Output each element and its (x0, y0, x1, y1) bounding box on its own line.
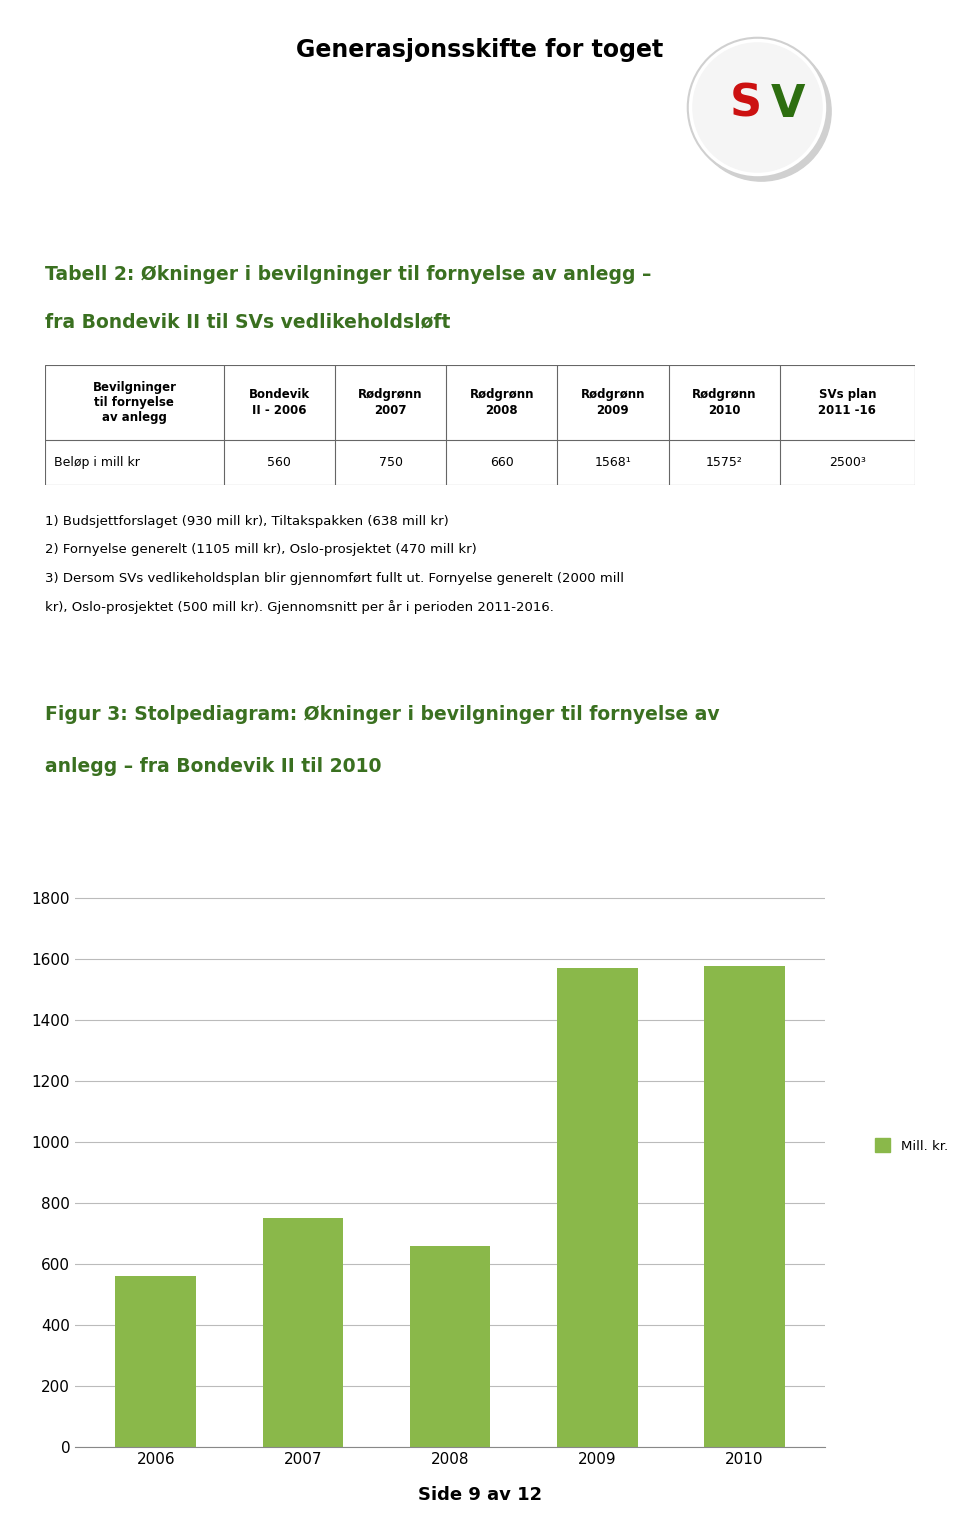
Text: Beløp i mill kr: Beløp i mill kr (54, 457, 139, 469)
Text: 750: 750 (378, 457, 402, 469)
Text: 1568¹: 1568¹ (594, 457, 632, 469)
Text: 560: 560 (268, 457, 291, 469)
Circle shape (691, 41, 831, 181)
Text: 1) Budsjettforslaget (930 mill kr), Tiltakspakken (638 mill kr): 1) Budsjettforslaget (930 mill kr), Tilt… (45, 514, 448, 528)
Text: S: S (730, 83, 762, 126)
Text: Rødgrønn
2008: Rødgrønn 2008 (469, 388, 534, 417)
Text: 2500³: 2500³ (828, 457, 866, 469)
Text: Tabell 2: Økninger i bevilgninger til fornyelse av anlegg –: Tabell 2: Økninger i bevilgninger til fo… (45, 265, 652, 284)
Bar (262, 1218, 344, 1447)
Text: SVs plan
2011 -16: SVs plan 2011 -16 (818, 388, 876, 417)
Text: Side 9 av 12: Side 9 av 12 (418, 1487, 542, 1503)
Text: Rødgrønn
2007: Rødgrønn 2007 (358, 388, 422, 417)
Text: V: V (771, 83, 805, 126)
Bar (557, 968, 637, 1447)
Text: kr), Oslo-prosjektet (500 mill kr). Gjennomsnitt per år i perioden 2011-2016.: kr), Oslo-prosjektet (500 mill kr). Gjen… (45, 601, 554, 614)
Bar (410, 1245, 491, 1447)
Text: Rødgrønn
2009: Rødgrønn 2009 (581, 388, 645, 417)
Text: Rødgrønn
2010: Rødgrønn 2010 (692, 388, 756, 417)
Text: fra Bondevik II til SVs vedlikeholdsløft: fra Bondevik II til SVs vedlikeholdsløft (45, 313, 450, 331)
Circle shape (693, 42, 822, 171)
Text: 3) Dersom SVs vedlikeholdsplan blir gjennomført fullt ut. Fornyelse generelt (20: 3) Dersom SVs vedlikeholdsplan blir gjen… (45, 572, 624, 586)
Text: 660: 660 (490, 457, 514, 469)
Bar (115, 1276, 197, 1447)
Circle shape (687, 38, 828, 177)
Text: Bevilgninger
til fornyelse
av anlegg: Bevilgninger til fornyelse av anlegg (92, 381, 177, 425)
Bar (704, 966, 784, 1447)
Text: Generasjonsskifte for toget: Generasjonsskifte for toget (297, 38, 663, 62)
Text: 1575²: 1575² (706, 457, 742, 469)
Text: Figur 3: Stolpediagram: Økninger i bevilgninger til fornyelse av: Figur 3: Stolpediagram: Økninger i bevil… (45, 705, 720, 724)
Text: Bondevik
II - 2006: Bondevik II - 2006 (249, 388, 310, 417)
Legend: Mill. kr.: Mill. kr. (870, 1133, 953, 1157)
Text: 2) Fornyelse generelt (1105 mill kr), Oslo-prosjektet (470 mill kr): 2) Fornyelse generelt (1105 mill kr), Os… (45, 543, 477, 557)
Text: anlegg – fra Bondevik II til 2010: anlegg – fra Bondevik II til 2010 (45, 757, 381, 777)
